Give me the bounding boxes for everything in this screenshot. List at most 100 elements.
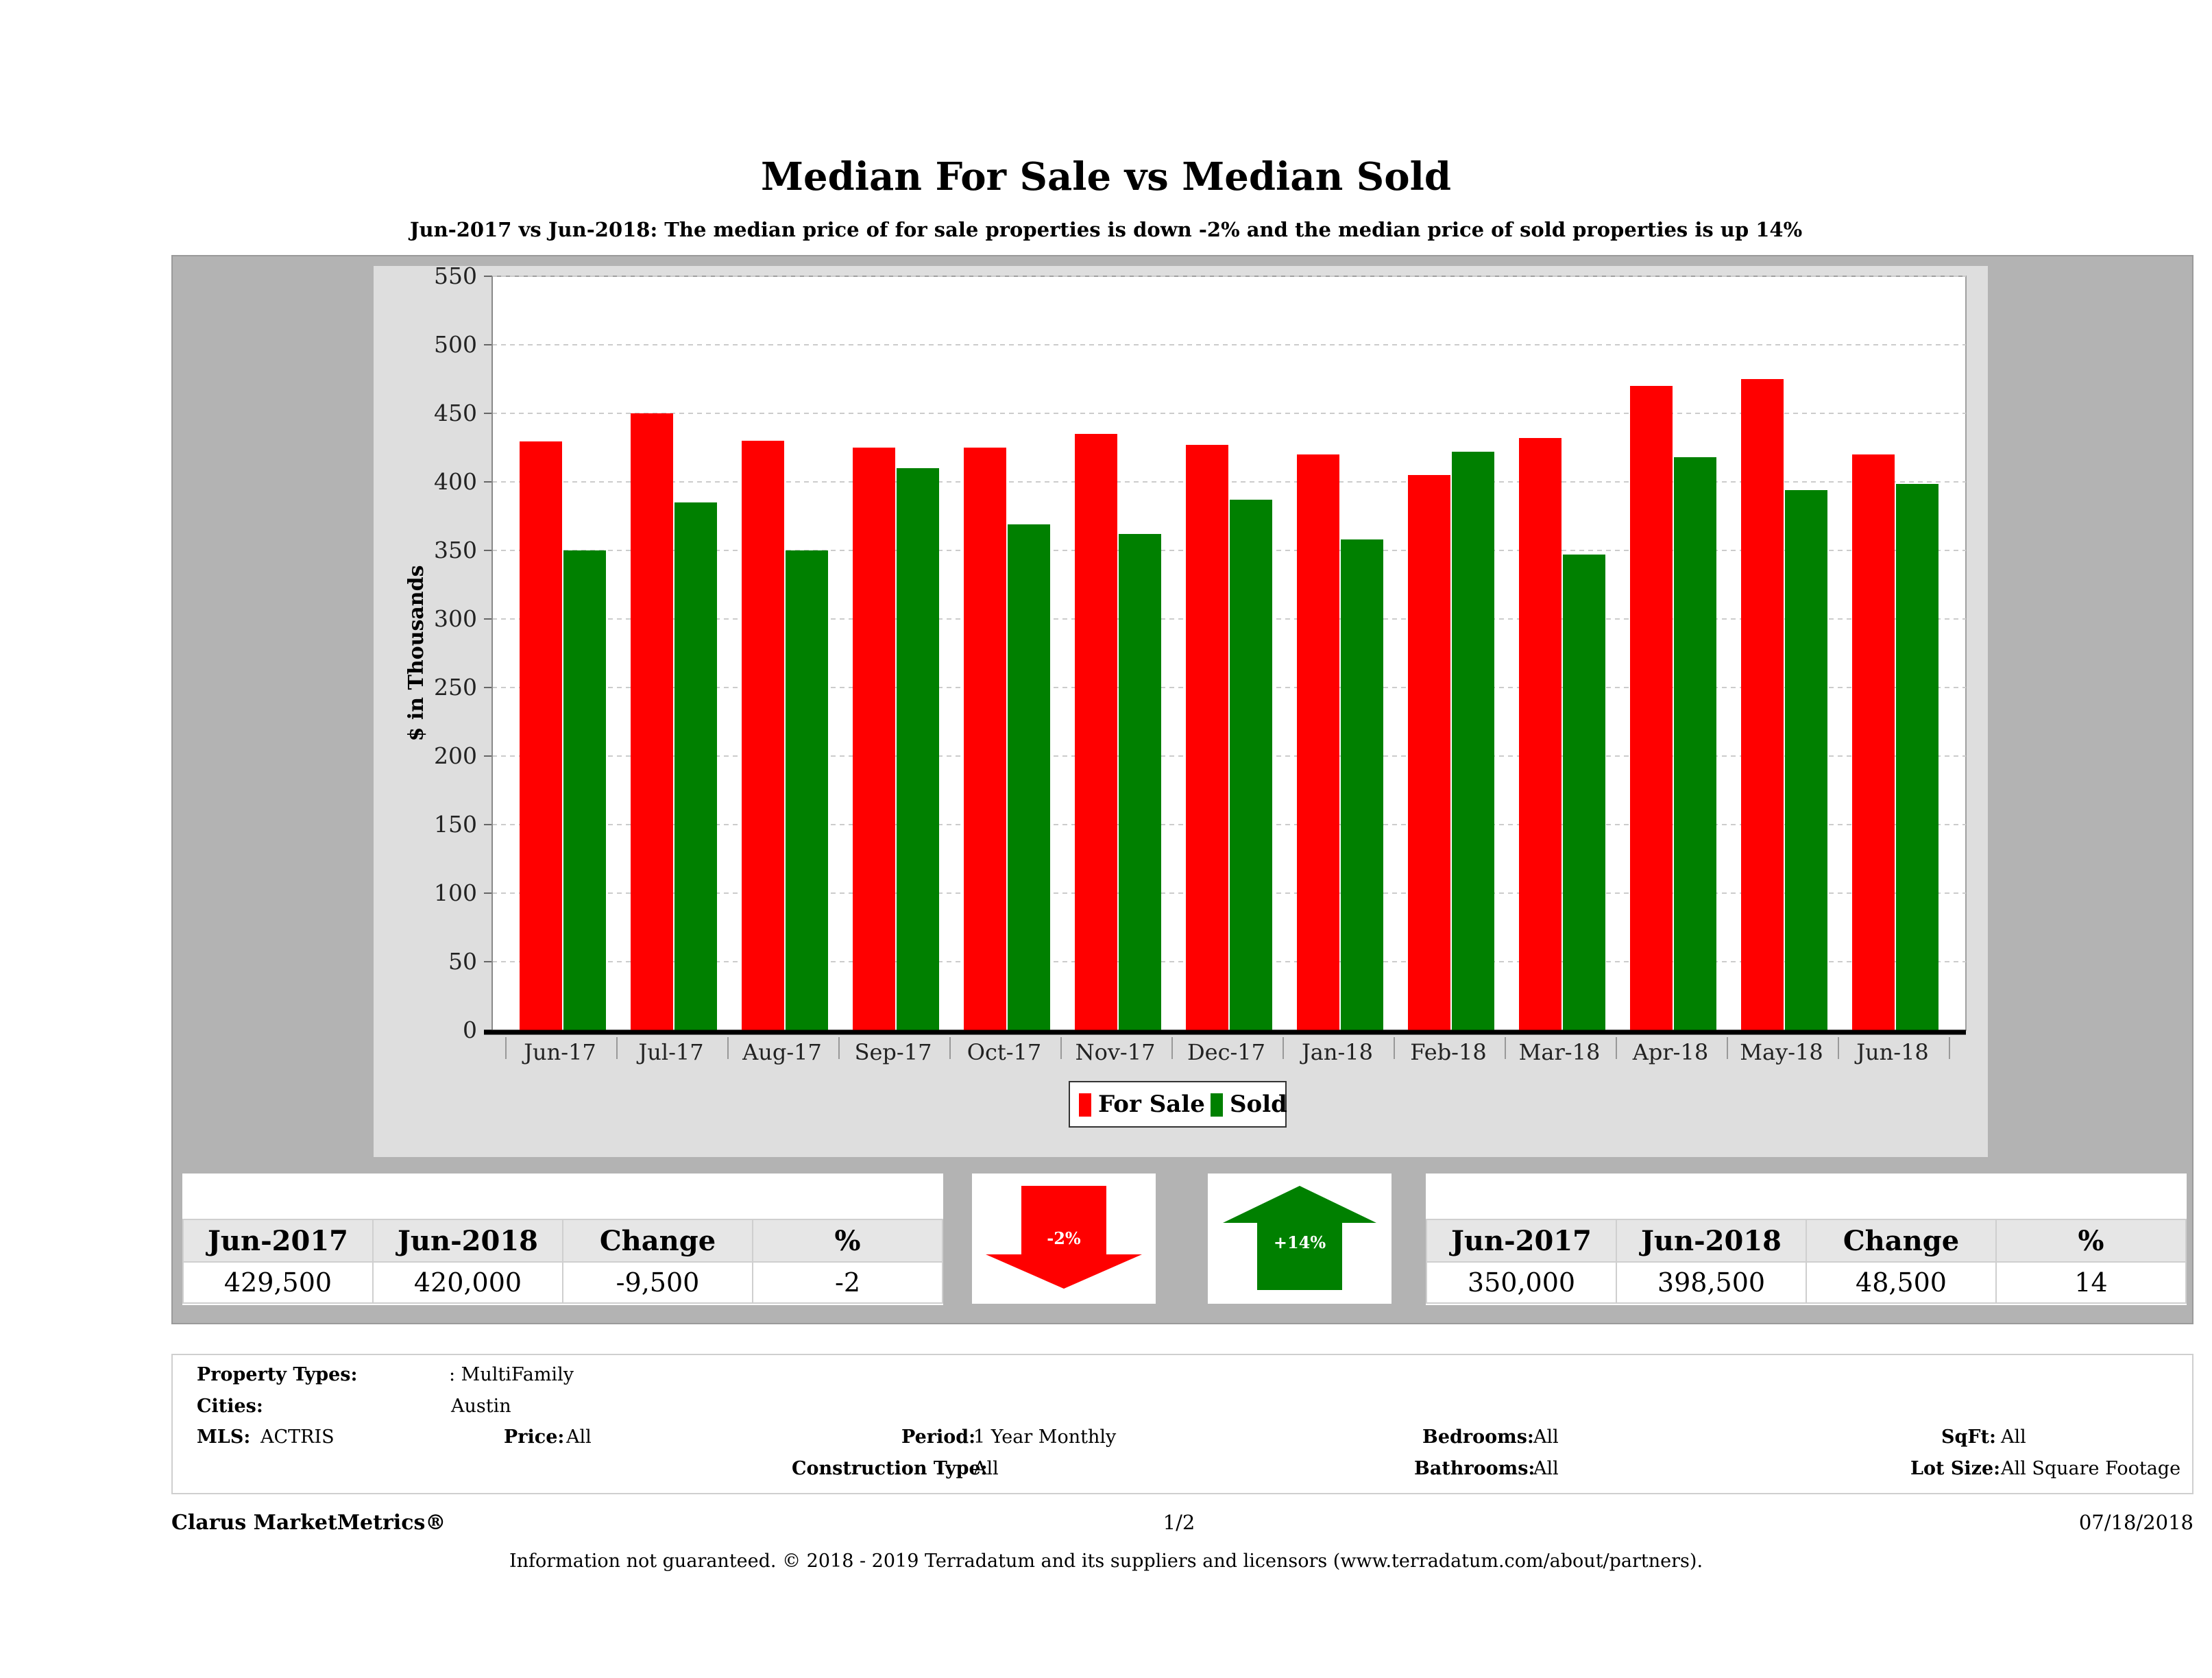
for-sale-value-col4: -2 <box>752 1261 943 1304</box>
sold-change-indicator: +14% <box>1208 1174 1391 1304</box>
report-date: 07/18/2018 <box>2078 1511 2193 1534</box>
mls-value: ACTRIS <box>260 1426 335 1448</box>
bar-sold <box>1119 534 1161 1030</box>
x-tick-label: Sep-17 <box>855 1039 932 1065</box>
bar-sold <box>1563 555 1605 1030</box>
brand-name: Clarus MarketMetrics® <box>171 1511 446 1535</box>
bar-for-sale <box>853 448 895 1030</box>
bar-sold <box>786 550 828 1030</box>
sold-header-col3: Change <box>1806 1219 1997 1263</box>
chart-title: Median For Sale vs Median Sold <box>760 154 1452 199</box>
down-arrow-icon <box>986 1186 1142 1289</box>
lot-size-value: All Square Footage <box>2001 1458 2181 1479</box>
bar-for-sale <box>1075 434 1117 1030</box>
sold-header-col2: Jun-2018 <box>1616 1219 1807 1263</box>
bar-for-sale <box>1630 386 1673 1030</box>
x-tick-label: Jul-17 <box>636 1039 703 1065</box>
for-sale-value-col1: 429,500 <box>182 1261 374 1304</box>
legend-label: For Sale <box>1098 1091 1205 1118</box>
sqft-value: All <box>2001 1426 2026 1448</box>
bathrooms-label: Bathrooms: <box>1414 1458 1535 1479</box>
disclaimer: Information not guaranteed. © 2018 - 201… <box>509 1551 1703 1572</box>
price-value: All <box>566 1426 592 1448</box>
y-tick-label: 550 <box>434 266 477 289</box>
bar-for-sale <box>1852 454 1895 1030</box>
period-label: Period: <box>901 1426 976 1448</box>
mls-label: MLS: <box>197 1426 251 1448</box>
x-tick-label: Nov-17 <box>1075 1039 1156 1065</box>
sold-header-col1: Jun-2017 <box>1426 1219 1617 1263</box>
sold-value-col2: 398,500 <box>1616 1261 1807 1304</box>
chart-subtitle: Jun-2017 vs Jun-2018: The median price o… <box>409 218 1803 241</box>
sold-value-col1: 350,000 <box>1426 1261 1617 1304</box>
page-number: 1/2 <box>1163 1511 1195 1534</box>
plot-area <box>491 276 1967 1031</box>
y-tick-label: 350 <box>434 537 477 563</box>
for-sale-summary: Jun-2017 Jun-2018 Change % 429,500 420,0… <box>182 1174 943 1305</box>
for-sale-value-col2: 420,000 <box>372 1261 563 1304</box>
construction-type-label: Construction Type: <box>792 1458 988 1479</box>
x-tick-label: Apr-18 <box>1632 1039 1708 1065</box>
construction-type-value: All <box>973 1458 999 1479</box>
cities-value: Austin <box>451 1396 511 1417</box>
y-tick-label: 200 <box>434 742 477 769</box>
x-tick-label: Mar-18 <box>1519 1039 1601 1065</box>
cities-label: Cities: <box>197 1396 263 1417</box>
property-types-label: Property Types: <box>197 1364 358 1385</box>
bar-sold <box>897 468 939 1030</box>
legend <box>1069 1081 1287 1128</box>
bar-sold <box>563 550 606 1030</box>
search-criteria <box>171 1354 2193 1494</box>
sold-header-col4: % <box>1995 1219 2187 1263</box>
bedrooms-value: All <box>1533 1426 1559 1448</box>
bar-for-sale <box>1741 379 1784 1030</box>
lot-size-label: Lot Size: <box>1910 1458 2001 1479</box>
bar-for-sale <box>1297 454 1339 1030</box>
plot-container: 0 50 100 150 200 250 300 350 400 450 500 550 $ in Th… <box>374 266 1988 1157</box>
y-tick-label: 400 <box>434 468 477 495</box>
bar-for-sale <box>1519 438 1561 1030</box>
legend-swatch <box>1079 1093 1091 1117</box>
bar-chart: 0 50 100 150 200 250 300 350 400 450 500 550 $ in Th… <box>404 266 1967 1128</box>
bar-sold <box>1674 457 1716 1030</box>
y-axis-label: $ in Thousands <box>404 566 428 742</box>
y-tick-label: 250 <box>434 674 477 701</box>
for-sale-header-col3: Change <box>562 1219 753 1263</box>
for-sale-header-col4: % <box>752 1219 943 1263</box>
x-tick-label: Jan-18 <box>1300 1039 1373 1065</box>
bar-for-sale <box>1408 475 1450 1030</box>
price-label: Price: <box>504 1426 565 1448</box>
bar-for-sale <box>964 448 1006 1030</box>
legend-swatch <box>1211 1093 1223 1117</box>
x-tick-label: Dec-17 <box>1187 1039 1265 1065</box>
for-sale-value-col3: -9,500 <box>562 1261 753 1304</box>
bar-sold <box>1896 484 1938 1030</box>
x-tick-label: Aug-17 <box>742 1039 822 1065</box>
sold-summary: Jun-2017 Jun-2018 Change % 350,000 398,5… <box>1426 1174 2187 1305</box>
bar-for-sale <box>631 413 673 1030</box>
bar-sold <box>1785 490 1827 1030</box>
bar-for-sale <box>1186 445 1228 1030</box>
for-sale-change-label: -2% <box>1047 1228 1081 1248</box>
y-tick-label: 300 <box>434 605 477 632</box>
x-tick-label: Jun-18 <box>1854 1039 1929 1065</box>
x-tick-label: May-18 <box>1740 1039 1823 1065</box>
up-arrow-icon <box>1223 1186 1376 1290</box>
bedrooms-label: Bedrooms: <box>1422 1426 1534 1448</box>
bar-sold <box>674 502 717 1030</box>
bar-for-sale <box>742 441 784 1030</box>
sold-value-col4: 14 <box>1995 1261 2187 1304</box>
for-sale-header-col1: Jun-2017 <box>182 1219 374 1263</box>
y-tick-label: 500 <box>434 331 477 358</box>
for-sale-table: Jun-2017 Jun-2018 Change % 429,500 420,0… <box>182 1219 943 1304</box>
bar-for-sale <box>520 441 562 1030</box>
y-tick-label: 100 <box>434 879 477 906</box>
for-sale-change-indicator: -2% <box>972 1174 1156 1304</box>
legend-label: Sold <box>1230 1091 1287 1118</box>
x-tick-label: Feb-18 <box>1410 1039 1486 1065</box>
bar-sold <box>1008 524 1050 1030</box>
bar-sold <box>1230 500 1272 1030</box>
bar-sold <box>1452 452 1494 1030</box>
x-tick-label: Oct-17 <box>967 1039 1042 1065</box>
for-sale-header-col2: Jun-2018 <box>372 1219 563 1263</box>
